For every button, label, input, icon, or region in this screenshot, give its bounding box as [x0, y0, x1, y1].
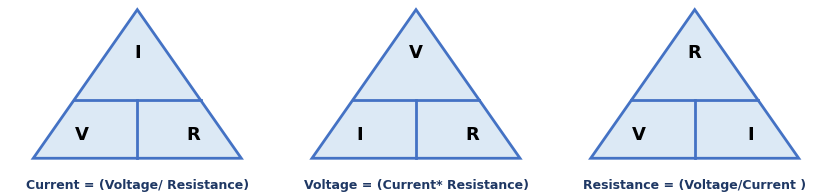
Text: R: R [465, 126, 478, 144]
Text: I: I [357, 126, 364, 144]
Polygon shape [591, 10, 799, 158]
Polygon shape [312, 10, 520, 158]
Text: I: I [134, 44, 141, 62]
Text: I: I [747, 126, 754, 144]
Text: R: R [688, 44, 701, 62]
Text: V: V [632, 126, 646, 144]
Text: V: V [75, 126, 88, 144]
Text: Voltage = (Current* Resistance): Voltage = (Current* Resistance) [304, 179, 528, 192]
Polygon shape [33, 10, 241, 158]
Text: V: V [409, 44, 423, 62]
Text: R: R [186, 126, 200, 144]
Text: Current = (Voltage/ Resistance): Current = (Voltage/ Resistance) [26, 179, 249, 192]
Text: Resistance = (Voltage/Current ): Resistance = (Voltage/Current ) [583, 179, 806, 192]
